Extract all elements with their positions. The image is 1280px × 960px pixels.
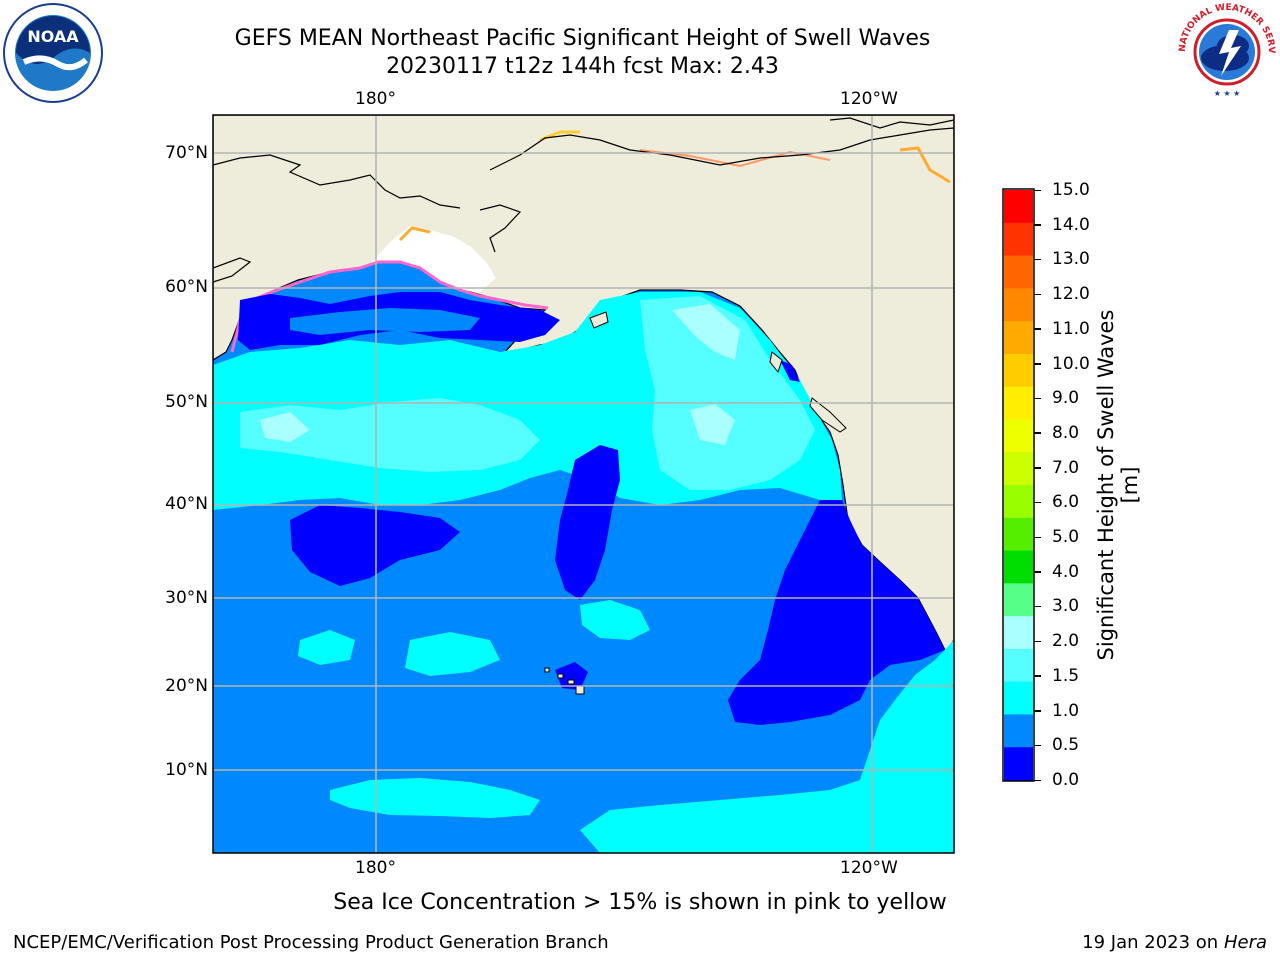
lat-label-10n: 10°N (165, 760, 208, 780)
footer-host: Hera (1223, 932, 1267, 953)
colorbar-tick-label: 1.0 (1052, 700, 1080, 721)
colorbar-tick-label: 3.0 (1052, 596, 1080, 617)
colorbar-tick-mark (1034, 224, 1041, 226)
footer-date-text: 19 Jan 2023 on (1082, 932, 1224, 953)
colorbar-tick-label: 0.5 (1052, 735, 1080, 756)
colorbar-tick-mark (1034, 501, 1041, 504)
svg-text:★ ★ ★: ★ ★ ★ (1214, 89, 1241, 98)
colorbar-swatch (1004, 648, 1033, 683)
colorbar-tick-mark (1034, 605, 1041, 608)
colorbar-swatch (1004, 288, 1033, 322)
colorbar-tick-label: 13.0 (1052, 249, 1090, 270)
colorbar-tick-label: 6.0 (1052, 492, 1080, 513)
colorbar-tick-label: 1.5 (1052, 665, 1080, 686)
map-frame (212, 114, 955, 854)
swell-band-0-0p5-central (290, 505, 460, 586)
colorbar-tick-mark (1034, 363, 1041, 365)
lon-label-bottom-120w: 120°W (840, 858, 898, 878)
colorbar-swatch (1004, 419, 1033, 453)
colorbar-tick-mark (1034, 710, 1041, 712)
footer-date: 19 Jan 2023 on Hera (1082, 932, 1267, 953)
colorbar-swatch (1004, 747, 1033, 781)
colorbar-tick-mark (1034, 536, 1041, 539)
graticule (213, 115, 954, 853)
colorbar-tick-label: 4.0 (1052, 561, 1080, 582)
colorbar-swatch (1004, 190, 1033, 224)
colorbar-swatch (1004, 321, 1033, 355)
colorbar-tick-mark (1034, 432, 1041, 434)
colorbar-swatch (1004, 714, 1033, 748)
swell-band-1p5-2 (240, 398, 540, 472)
colorbar-tick-label: 8.0 (1052, 422, 1080, 443)
colorbar-swatch (1004, 681, 1033, 716)
noaa-logo-icon: NOAA (3, 3, 103, 103)
colorbar-label: Significant Height of Swell Waves [m] (1094, 309, 1142, 661)
colorbar-swatch (1004, 583, 1033, 617)
colorbar-tick-mark (1034, 328, 1041, 330)
colorbar-tick-label: 9.0 (1052, 388, 1080, 409)
lon-label-bottom-180: 180° (355, 858, 396, 878)
colorbar-swatch (1004, 386, 1033, 421)
colorbar-swatch (1004, 452, 1033, 486)
colorbar-tick-label: 14.0 (1052, 214, 1090, 235)
colorbar-tick-mark (1034, 397, 1041, 400)
noaa-logo: NOAA (2, 2, 104, 104)
colorbar-tick-label: 15.0 (1052, 180, 1090, 200)
colorbar-swatch (1004, 550, 1033, 584)
hawaii-islands (544, 667, 585, 695)
colorbar-swatch (1004, 222, 1033, 257)
colorbar-tick-mark (1034, 258, 1041, 261)
lat-label-50n: 50°N (165, 392, 208, 412)
sea-ice-bering (372, 226, 496, 292)
sea-ice-caption: Sea Ice Concentration > 15% is shown in … (333, 890, 947, 915)
colorbar (1002, 188, 1035, 782)
lat-label-20n: 20°N (165, 676, 208, 696)
colorbar-tick-mark (1034, 744, 1041, 747)
colorbar-tick-mark (1034, 189, 1041, 191)
nws-logo: NATIONAL WEATHER SERVICE ★ ★ ★ (1172, 0, 1279, 104)
chart-subtitle: 20230117 t12z 144h fcst Max: 2.43 (386, 54, 779, 79)
colorbar-tick-label: 5.0 (1052, 527, 1080, 548)
colorbar-tick-label: 0.0 (1052, 770, 1080, 790)
lon-label-top-180: 180° (355, 89, 396, 109)
nws-logo-icon: NATIONAL WEATHER SERVICE ★ ★ ★ (1172, 0, 1277, 102)
colorbar-swatch (1004, 616, 1033, 650)
colorbar-tick-mark (1034, 571, 1041, 573)
colorbar-swatch (1004, 485, 1033, 519)
colorbar-swatch (1004, 353, 1033, 388)
chart-title: GEFS MEAN Northeast Pacific Significant … (234, 26, 931, 51)
lat-label-40n: 40°N (165, 494, 208, 514)
colorbar-tick-mark (1034, 293, 1041, 296)
colorbar-tick-label: 12.0 (1052, 284, 1090, 305)
colorbar-swatch (1004, 255, 1033, 289)
svg-text:NOAA: NOAA (27, 27, 79, 46)
swell-band-1-1p5-south (580, 640, 954, 853)
lat-label-30n: 30°N (165, 588, 208, 608)
lon-label-top-120w: 120°W (840, 89, 898, 109)
footer-credit: NCEP/EMC/Verification Post Processing Pr… (13, 932, 609, 953)
colorbar-tick-label: 7.0 (1052, 457, 1080, 478)
colorbar-tick-mark (1034, 467, 1041, 469)
swell-band-0-0p5-east (728, 500, 945, 725)
colorbar-tick-label: 2.0 (1052, 631, 1080, 652)
colorbar-tick-mark (1034, 675, 1041, 677)
map-panel (212, 114, 955, 854)
colorbar-tick-mark (1034, 640, 1041, 643)
lat-label-70n: 70°N (165, 143, 208, 163)
colorbar-swatch (1004, 517, 1033, 552)
colorbar-tick-label: 10.0 (1052, 353, 1090, 374)
lat-label-60n: 60°N (165, 277, 208, 297)
colorbar-tick-label: 11.0 (1052, 318, 1090, 339)
colorbar-tick-mark (1034, 779, 1041, 781)
